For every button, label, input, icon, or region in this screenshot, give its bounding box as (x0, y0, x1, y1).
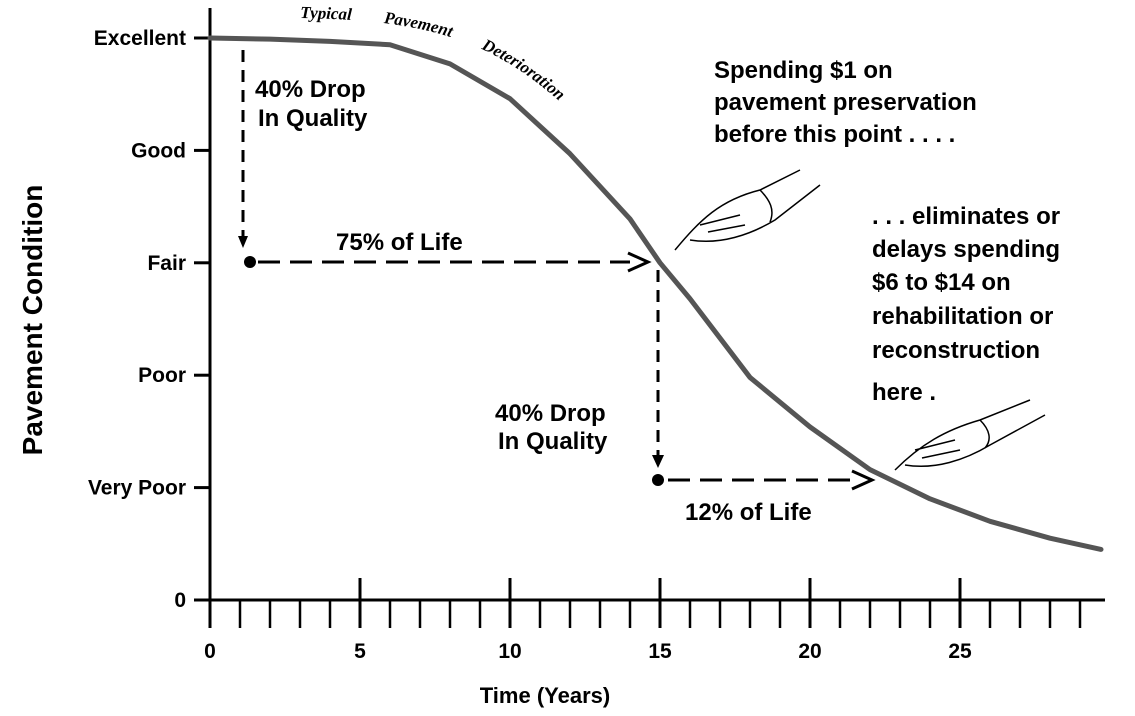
y-tick-label: 0 (174, 589, 186, 612)
chart: Pavement Condition Time (Years) Typical … (0, 0, 1135, 716)
hand-icon (895, 400, 1045, 470)
marker (244, 256, 256, 268)
annotation: rehabilitation or (872, 303, 1053, 330)
arrowhead (652, 455, 664, 468)
x-axis-label: Time (Years) (480, 683, 610, 708)
annotation: 12% of Life (685, 499, 812, 526)
arrowhead (238, 236, 248, 248)
x-tick-label: 20 (798, 640, 821, 663)
annotation: . . . eliminates or (872, 203, 1060, 230)
marker (652, 474, 664, 486)
annotation: here . (872, 379, 936, 406)
y-tick-label: Good (131, 139, 186, 162)
annotation: In Quality (258, 105, 368, 132)
x-tick-label: 0 (204, 640, 216, 663)
annotation: Spending $1 on (714, 57, 893, 84)
y-tick-label: Fair (147, 252, 186, 275)
x-tick-label: 15 (648, 640, 672, 663)
y-tick-label: Excellent (94, 27, 186, 50)
arrowhead (852, 471, 872, 489)
annotation: pavement preservation (714, 89, 977, 116)
y-axis-label: Pavement Condition (17, 185, 48, 456)
x-tick-label: 10 (498, 640, 521, 663)
x-tick-label: 5 (354, 640, 366, 663)
y-tick-label: Poor (138, 364, 186, 387)
y-tick-label: Very Poor (88, 477, 186, 500)
arrowhead (628, 253, 648, 271)
annotation: before this point . . . . (714, 121, 955, 148)
annotation: In Quality (498, 428, 608, 455)
annotation: 40% Drop (495, 400, 606, 427)
hand-icon (675, 170, 820, 250)
x-tick-label: 25 (948, 640, 972, 663)
annotation: 40% Drop (255, 76, 366, 103)
annotation: delays spending (872, 236, 1060, 263)
annotation: $6 to $14 on (872, 269, 1011, 296)
annotation: reconstruction (872, 337, 1040, 364)
annotation: 75% of Life (336, 229, 463, 256)
